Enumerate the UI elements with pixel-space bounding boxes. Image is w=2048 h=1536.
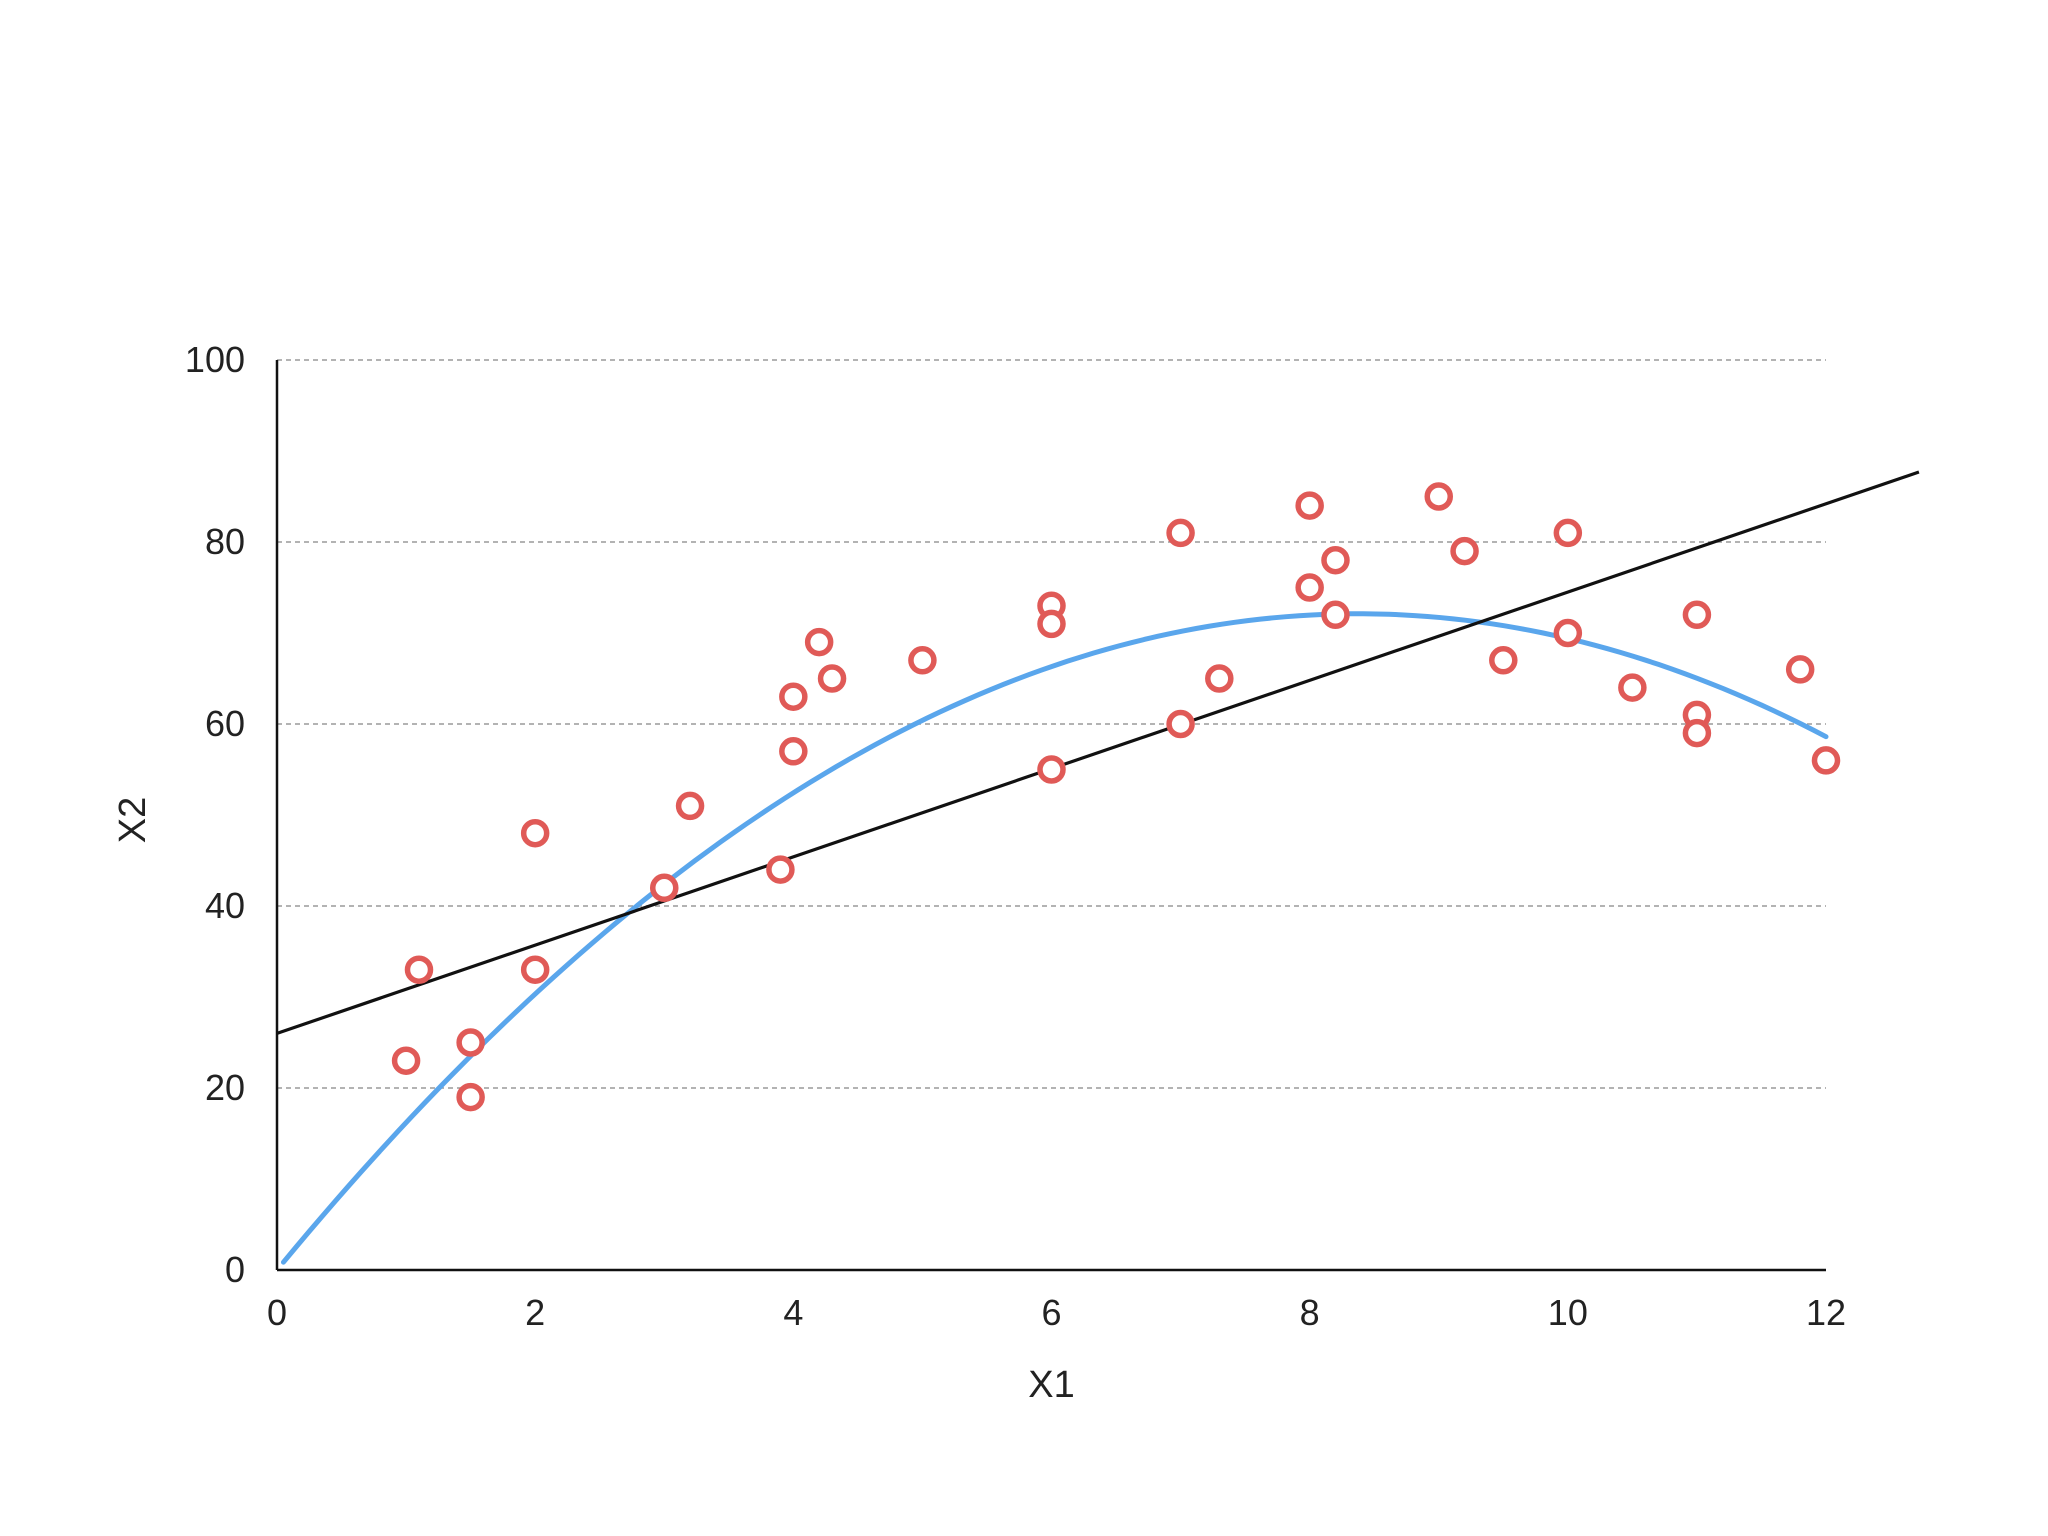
data-point-22	[1295, 573, 1324, 602]
data-point-10	[779, 682, 808, 711]
data-point-2	[404, 955, 434, 984]
data-point-9	[766, 855, 795, 884]
data-point-33	[1682, 718, 1712, 748]
data-point-1	[391, 1046, 421, 1075]
x-tick-label-2: 2	[525, 1292, 545, 1333]
data-point-28	[1553, 518, 1583, 548]
x-tick-label-6: 6	[1041, 1292, 1061, 1333]
data-point-8	[675, 791, 705, 821]
data-point-27	[1489, 646, 1518, 675]
data-point-24	[1321, 600, 1350, 630]
x-tick-label-4: 4	[783, 1292, 803, 1333]
data-point-26	[1450, 536, 1479, 566]
data-point-19	[1166, 709, 1195, 739]
data-point-3	[456, 1028, 485, 1057]
x-tick-label-12: 12	[1806, 1292, 1846, 1333]
x-tick-label-0: 0	[267, 1292, 287, 1333]
y-tick-label-0: 0	[225, 1249, 245, 1290]
data-point-35	[1811, 746, 1841, 775]
x-axis-title: X1	[1028, 1364, 1074, 1406]
x-tick-label-8: 8	[1300, 1292, 1320, 1333]
quadratic-fit-curve	[280, 611, 1829, 1265]
y-tick-label-20: 20	[205, 1067, 245, 1108]
data-point-13	[817, 664, 847, 693]
data-point-21	[1295, 491, 1324, 520]
y-tick-label-80: 80	[205, 521, 245, 562]
data-point-6	[520, 955, 550, 984]
data-point-23	[1321, 545, 1350, 575]
data-point-4	[456, 1082, 485, 1112]
x-tick-label-10: 10	[1548, 1292, 1588, 1333]
y-tick-label-100: 100	[185, 339, 245, 380]
data-point-12	[804, 627, 834, 657]
data-point-16	[1037, 609, 1066, 639]
data-point-29	[1553, 618, 1583, 648]
y-tick-label-40: 40	[205, 885, 245, 926]
data-point-34	[1785, 655, 1815, 684]
data-point-20	[1205, 664, 1234, 693]
y-axis-title: X2	[112, 797, 154, 843]
data-point-14	[908, 646, 937, 675]
data-point-5	[520, 818, 550, 848]
data-point-25	[1424, 482, 1453, 511]
data-point-11	[779, 737, 808, 766]
data-point-7	[650, 873, 679, 903]
y-tick-label-60: 60	[205, 703, 245, 744]
data-point-31	[1682, 600, 1712, 630]
data-point-30	[1618, 673, 1647, 702]
data-point-17	[1037, 755, 1066, 784]
data-point-18	[1166, 518, 1195, 548]
linear-fit-line	[276, 470, 1920, 1035]
